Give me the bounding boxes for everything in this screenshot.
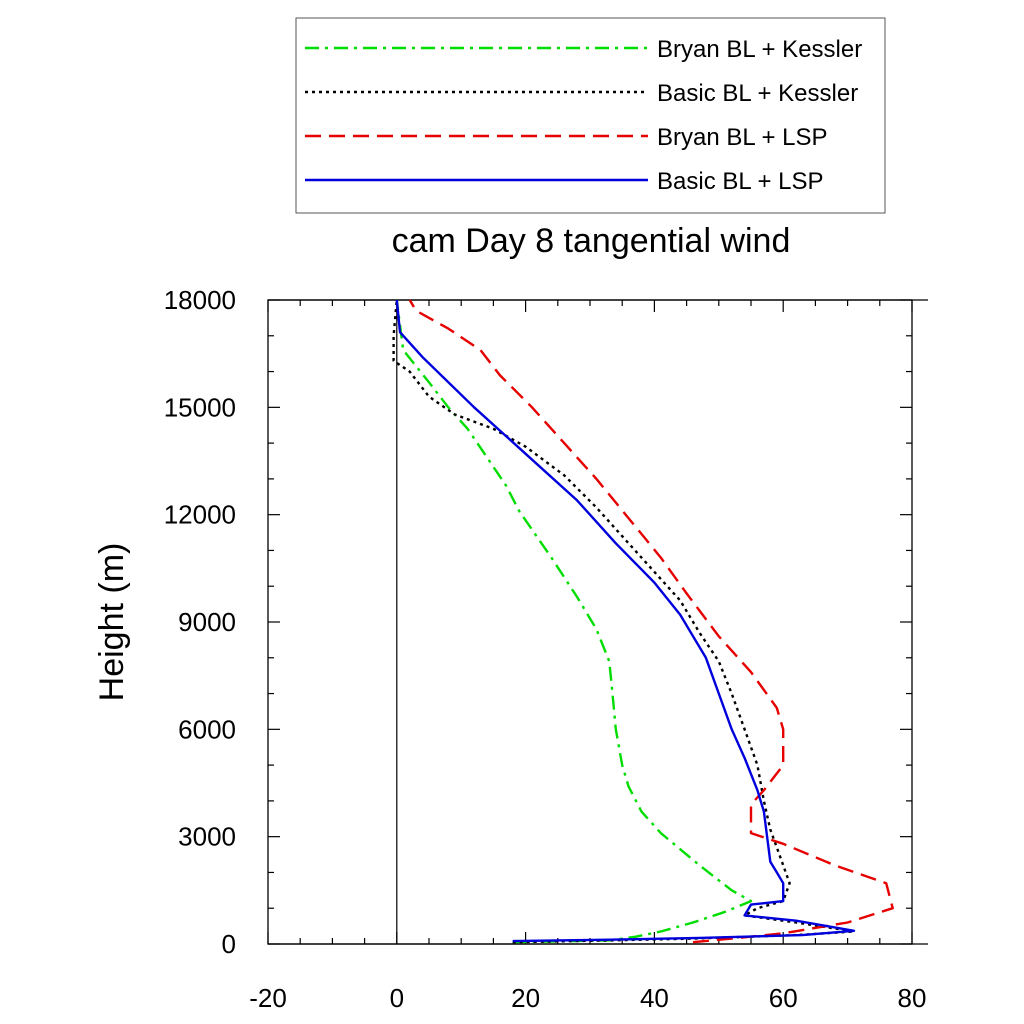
- y-tick-label: 6000: [178, 714, 236, 744]
- series-line-2: [392, 299, 856, 944]
- x-tick-label: 60: [769, 983, 798, 1013]
- y-tick-label: 0: [222, 929, 236, 959]
- x-tick-label: 0: [390, 983, 404, 1013]
- x-tick-label: 80: [898, 983, 927, 1013]
- y-tick-label: 12000: [164, 500, 236, 530]
- legend: Bryan BL + Kessler Basic BL + Kessler Brya…: [295, 17, 886, 214]
- series-line-4: [395, 299, 856, 943]
- y-tick-label: 15000: [164, 392, 236, 422]
- series-line-1: [395, 299, 753, 944]
- legend-label-3: Bryan BL + LSP: [657, 124, 828, 151]
- legend-label-2: Basic BL + Kessler: [657, 80, 858, 107]
- legend-label-1: Bryan BL + Kessler: [657, 36, 862, 63]
- chart-title: cam Day 8 tangential wind: [392, 222, 791, 260]
- y-tick-label: 3000: [178, 822, 236, 852]
- x-tick-label: 40: [640, 983, 669, 1013]
- y-tick-label: 9000: [178, 607, 236, 637]
- x-tick-label: -20: [249, 983, 287, 1013]
- plot-frame: [267, 299, 913, 945]
- y-tick-label: 18000: [164, 285, 236, 315]
- legend-label-4: Basic BL + LSP: [657, 168, 824, 195]
- plot-area: -20 0 20 40 60 80 0 3000 6000 9000 12000 15000 18000: [164, 285, 928, 1013]
- x-tick-label: 20: [511, 983, 540, 1013]
- series-line-3: [408, 299, 894, 944]
- y-axis-label: Height (m): [93, 543, 131, 702]
